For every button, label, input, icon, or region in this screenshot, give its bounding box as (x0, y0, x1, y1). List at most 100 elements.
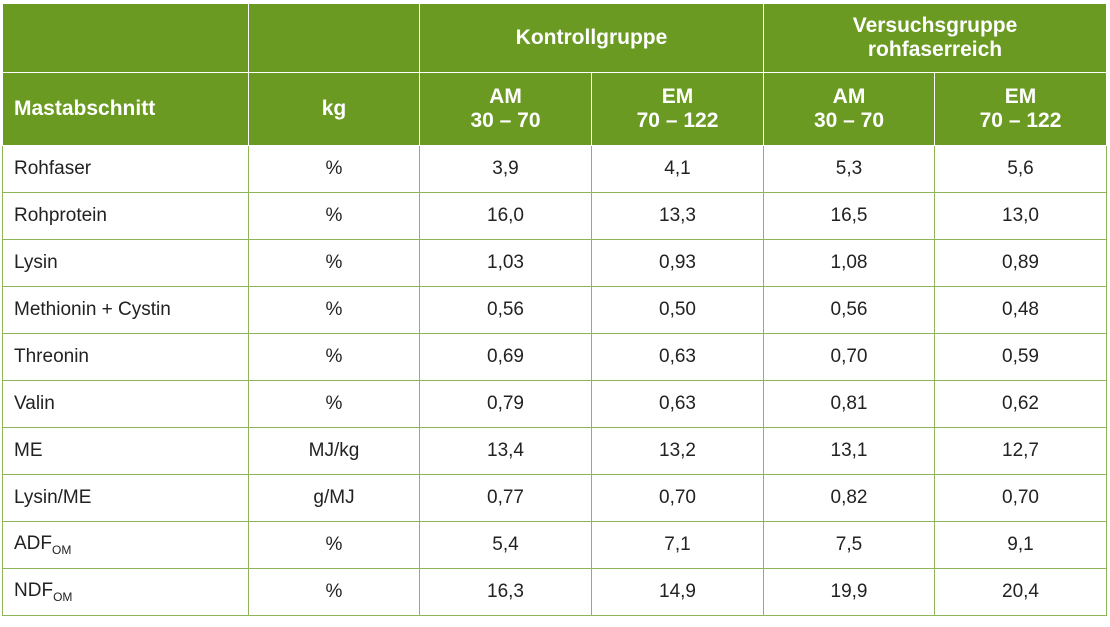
table-row: Rohprotein% 16,0 13,3 16,5 13,0 (2, 192, 1107, 240)
row-label-text: Valin (14, 393, 55, 414)
row-label: ADFOM (2, 521, 249, 569)
row-value: 0,77 (419, 474, 592, 522)
header-sub-phase: AM (832, 85, 866, 108)
header-group-test-line1: Versuchsgruppe (852, 14, 1018, 37)
row-label-text: Threonin (14, 346, 89, 367)
row-unit: % (248, 286, 420, 334)
row-value: 0,70 (591, 474, 764, 522)
row-value: 16,5 (763, 192, 935, 240)
header-sub-range: 30 – 70 (470, 109, 541, 132)
row-label: Rohprotein (2, 192, 249, 240)
table-row: Lysin/ME g/MJ 0,77 0,70 0,82 0,70 (2, 474, 1107, 522)
header-unit: kg (248, 72, 420, 146)
table-row: ME MJ/kg 13,4 13,2 13,1 12,7 (2, 427, 1107, 475)
feed-composition-table: Kontrollgruppe Versuchsgruppe rohfaserre… (2, 3, 1107, 616)
row-unit: % (248, 521, 420, 569)
header-sub-phase: EM (661, 85, 694, 108)
row-unit: % (248, 333, 420, 381)
row-value: 16,0 (419, 192, 592, 240)
row-value: 4,1 (591, 145, 764, 193)
header-sub-3: EM 70 – 122 (934, 72, 1107, 146)
row-value: 13,2 (591, 427, 764, 475)
table-row: NDFOM% 16,3 14,9 19,9 20,4 (2, 568, 1107, 616)
row-value: 5,3 (763, 145, 935, 193)
row-value: 0,63 (591, 333, 764, 381)
row-value: 13,4 (419, 427, 592, 475)
row-value: 13,3 (591, 192, 764, 240)
row-label: Valin (2, 380, 249, 428)
row-value: 3,9 (419, 145, 592, 193)
row-value: 0,81 (763, 380, 935, 428)
row-value: 13,0 (934, 192, 1107, 240)
table-row: ADFOM% 5,4 7,1 7,5 9,1 (2, 521, 1107, 569)
row-value: 19,9 (763, 568, 935, 616)
row-label-text: Methionin + Cystin (14, 299, 171, 320)
row-unit: % (248, 380, 420, 428)
header-sub-0: AM 30 – 70 (419, 72, 592, 146)
row-value: 20,4 (934, 568, 1107, 616)
row-value: 0,70 (934, 474, 1107, 522)
table-header: Kontrollgruppe Versuchsgruppe rohfaserre… (2, 3, 1107, 146)
row-label: NDFOM (2, 568, 249, 616)
row-value: 0,89 (934, 239, 1107, 287)
header-mastabschnitt: Mastabschnitt (2, 72, 249, 146)
row-label: Threonin (2, 333, 249, 381)
header-empty-cell (248, 3, 420, 73)
row-value: 1,03 (419, 239, 592, 287)
row-value: 0,93 (591, 239, 764, 287)
row-value: 12,7 (934, 427, 1107, 475)
row-value: 0,70 (763, 333, 935, 381)
row-label-subscript: OM (52, 543, 72, 557)
row-label: Lysin (2, 239, 249, 287)
row-unit: % (248, 239, 420, 287)
header-sub-phase: AM (489, 85, 522, 108)
row-label-text: Rohfaser (14, 158, 92, 179)
row-value: 0,59 (934, 333, 1107, 381)
header-sub-range: 30 – 70 (813, 109, 885, 132)
row-label-text: Rohprotein (14, 205, 107, 226)
row-label: Lysin/ME (2, 474, 249, 522)
row-value: 16,3 (419, 568, 592, 616)
row-value: 0,69 (419, 333, 592, 381)
row-value: 0,82 (763, 474, 935, 522)
row-value: 0,63 (591, 380, 764, 428)
row-label-text: Lysin/ME (14, 487, 92, 508)
table-row: Rohfaser% 3,9 4,1 5,3 5,6 (2, 145, 1107, 193)
row-value: 7,5 (763, 521, 935, 569)
header-sub-1: EM 70 – 122 (591, 72, 764, 146)
row-unit: % (248, 192, 420, 240)
row-value: 7,1 (591, 521, 764, 569)
row-value: 9,1 (934, 521, 1107, 569)
header-sub-range: 70 – 122 (636, 109, 719, 132)
table-row: Methionin + Cystin% 0,56 0,50 0,56 0,48 (2, 286, 1107, 334)
header-group-test: Versuchsgruppe rohfaserreich (763, 3, 1107, 73)
row-value: 0,62 (934, 380, 1107, 428)
row-value: 5,4 (419, 521, 592, 569)
row-label: Rohfaser (2, 145, 249, 193)
row-label-text: Lysin (14, 252, 58, 273)
table-row: Threonin% 0,69 0,63 0,70 0,59 (2, 333, 1107, 381)
header-sub-2: AM 30 – 70 (763, 72, 935, 146)
header-group-test-line2: rohfaserreich (867, 38, 1003, 61)
row-label-text: ME (14, 440, 43, 461)
row-label-subscript: OM (53, 590, 73, 604)
row-value: 0,56 (419, 286, 592, 334)
row-value: 14,9 (591, 568, 764, 616)
header-sub-range: 70 – 122 (979, 109, 1062, 132)
row-value: 0,50 (591, 286, 764, 334)
table-row: Valin% 0,79 0,63 0,81 0,62 (2, 380, 1107, 428)
row-label: ME (2, 427, 249, 475)
row-value: 0,48 (934, 286, 1107, 334)
row-unit: % (248, 145, 420, 193)
row-value: 13,1 (763, 427, 935, 475)
header-group-control: Kontrollgruppe (419, 3, 764, 73)
row-value: 0,56 (763, 286, 935, 334)
row-value: 5,6 (934, 145, 1107, 193)
table-row: Lysin% 1,03 0,93 1,08 0,89 (2, 239, 1107, 287)
row-unit: g/MJ (248, 474, 420, 522)
header-empty-cell (2, 3, 249, 73)
header-sub-phase: EM (1004, 85, 1037, 108)
row-label: Methionin + Cystin (2, 286, 249, 334)
row-label-text: NDF (14, 580, 54, 601)
row-value: 0,79 (419, 380, 592, 428)
